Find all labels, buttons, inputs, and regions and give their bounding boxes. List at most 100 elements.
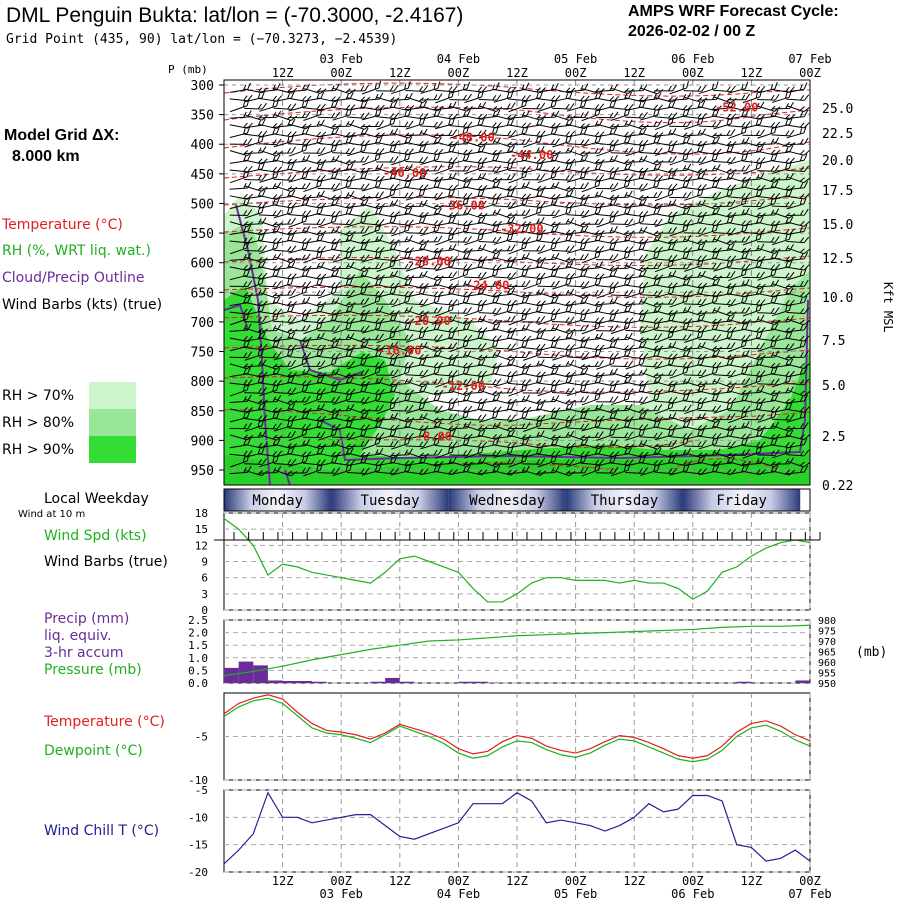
pressure-tick-label: 400 bbox=[191, 138, 214, 153]
wind-barb-shaft bbox=[493, 211, 517, 219]
wind-barb-shaft bbox=[244, 146, 267, 155]
wind-barb bbox=[713, 128, 736, 137]
wind-barb-shaft bbox=[302, 119, 325, 128]
wind-barb-shaft bbox=[229, 224, 252, 235]
temperature-y-tick-label: -5 bbox=[195, 731, 208, 744]
rh-legend-90-swatch bbox=[89, 436, 136, 463]
wind-barb-shaft bbox=[581, 360, 604, 367]
wind-barb bbox=[640, 158, 664, 166]
label-wind-barbs: Wind Barbs (true) bbox=[44, 554, 168, 570]
weekday-label: Monday bbox=[252, 493, 303, 509]
bottom-hour-label: 00Z bbox=[330, 874, 352, 888]
rh-legend-70-label: RH > 70% bbox=[2, 388, 75, 404]
wind-barb-shaft bbox=[317, 155, 340, 163]
wind-barb bbox=[508, 280, 531, 287]
wind-barb bbox=[244, 173, 267, 181]
wind-barb bbox=[244, 347, 265, 361]
wind-barb bbox=[244, 402, 266, 413]
wind-barb-shaft bbox=[640, 158, 664, 166]
wind-barb-shaft bbox=[244, 276, 265, 290]
wind-barb bbox=[229, 169, 250, 184]
wind-barb bbox=[258, 308, 283, 315]
wind-barb bbox=[727, 164, 751, 172]
precip-bar bbox=[736, 681, 752, 683]
wind-barb-shaft bbox=[405, 270, 428, 279]
wind-barb-shaft bbox=[244, 189, 266, 200]
precip-bar bbox=[253, 665, 268, 683]
wind-barb bbox=[625, 155, 648, 163]
wind-barb-shaft bbox=[273, 217, 296, 225]
wind-barb bbox=[229, 422, 253, 430]
wind-barb-shaft bbox=[258, 280, 282, 288]
pressure-tick-label: 950 bbox=[191, 464, 214, 479]
wind-barb bbox=[566, 253, 589, 261]
wind-barb bbox=[610, 261, 633, 270]
wind-barb-shaft bbox=[522, 288, 545, 297]
wind-barb-shaft bbox=[566, 291, 591, 299]
wind-barb-shaft bbox=[229, 98, 250, 113]
wind-barb bbox=[508, 351, 531, 358]
wind-barb-shaft bbox=[258, 95, 283, 102]
wind-barb-shaft bbox=[698, 93, 721, 101]
wind-barb-shaft bbox=[610, 332, 633, 341]
wind-barb-shaft bbox=[551, 217, 575, 226]
weekday-bar: Monday Tuesday Wednesday Thursday Friday bbox=[223, 488, 811, 512]
rh-legend-90-label: RH > 90% bbox=[2, 442, 75, 458]
bottom-hour-label: 00Z bbox=[799, 874, 821, 888]
weekday-title: Local Weekday bbox=[44, 491, 149, 507]
wind-barb-shaft bbox=[258, 308, 283, 315]
wind-barb-shaft bbox=[595, 225, 618, 235]
wind-barb-shaft bbox=[258, 225, 281, 235]
wind-barb bbox=[258, 209, 282, 217]
wind-barb bbox=[639, 191, 663, 199]
wind-barb bbox=[229, 98, 250, 113]
wind-barb bbox=[258, 166, 283, 173]
wind-barb-shaft bbox=[713, 167, 737, 175]
altitude-tick-label: 12.5 bbox=[822, 252, 853, 267]
precip-y-tick-label: 1.5 bbox=[188, 639, 208, 652]
wind-barb bbox=[698, 93, 721, 101]
wind-barb bbox=[757, 137, 780, 146]
wind-barb bbox=[610, 119, 633, 128]
wind-barb bbox=[288, 182, 311, 190]
wind-barb-shaft bbox=[229, 422, 253, 430]
wind-barb-shaft bbox=[610, 119, 633, 128]
wind-barb bbox=[347, 123, 371, 130]
pressure-tick-label: 975 bbox=[818, 627, 836, 638]
model-grid-value: 8.000 km bbox=[12, 148, 80, 165]
pressure-tick-label: 950 bbox=[818, 679, 836, 690]
grid-point-subtitle: Grid Point (435, 90) lat/lon = (−70.3273… bbox=[6, 32, 398, 47]
wind-barb bbox=[566, 395, 589, 403]
wind-barb-shaft bbox=[258, 379, 283, 386]
top-date-label: 06 Feb bbox=[671, 52, 714, 66]
wind-barb bbox=[610, 190, 633, 199]
pressure-tick-label: 955 bbox=[818, 669, 836, 680]
wind-barb-shaft bbox=[229, 382, 250, 397]
temperature-contour-label: -24.00 bbox=[466, 278, 509, 292]
wind-barb bbox=[566, 362, 591, 370]
top-hour-label: 12Z bbox=[272, 66, 294, 80]
top-hour-label: 00Z bbox=[799, 66, 821, 80]
label-pressure: Pressure (mb) bbox=[44, 662, 142, 678]
forecast-cycle-label: AMPS WRF Forecast Cycle: bbox=[628, 3, 839, 20]
weekday-label: Thursday bbox=[591, 493, 658, 509]
wind-barb bbox=[610, 332, 633, 341]
wind-barb-shaft bbox=[229, 367, 252, 378]
model-grid-label: Model Grid ΔX: bbox=[4, 127, 120, 144]
wind-barb bbox=[522, 288, 545, 297]
wind-barb bbox=[244, 276, 265, 290]
altitude-tick-label: 25.0 bbox=[822, 102, 853, 117]
top-date-label: 03 Feb bbox=[320, 52, 363, 66]
bottom-date-label: 07 Feb bbox=[788, 887, 831, 900]
wind-barb bbox=[361, 120, 384, 127]
wind-barb-shaft bbox=[420, 235, 443, 243]
wind-barb bbox=[258, 95, 283, 102]
page-title: DML Penguin Bukta: lat/lon = (-70.3000, … bbox=[6, 4, 464, 27]
wind-barb bbox=[595, 297, 618, 306]
wind-barb-shaft bbox=[229, 454, 250, 468]
wind-barb-shaft bbox=[522, 359, 545, 368]
wind-barb bbox=[537, 252, 560, 261]
bottom-date-label: 06 Feb bbox=[671, 887, 714, 900]
